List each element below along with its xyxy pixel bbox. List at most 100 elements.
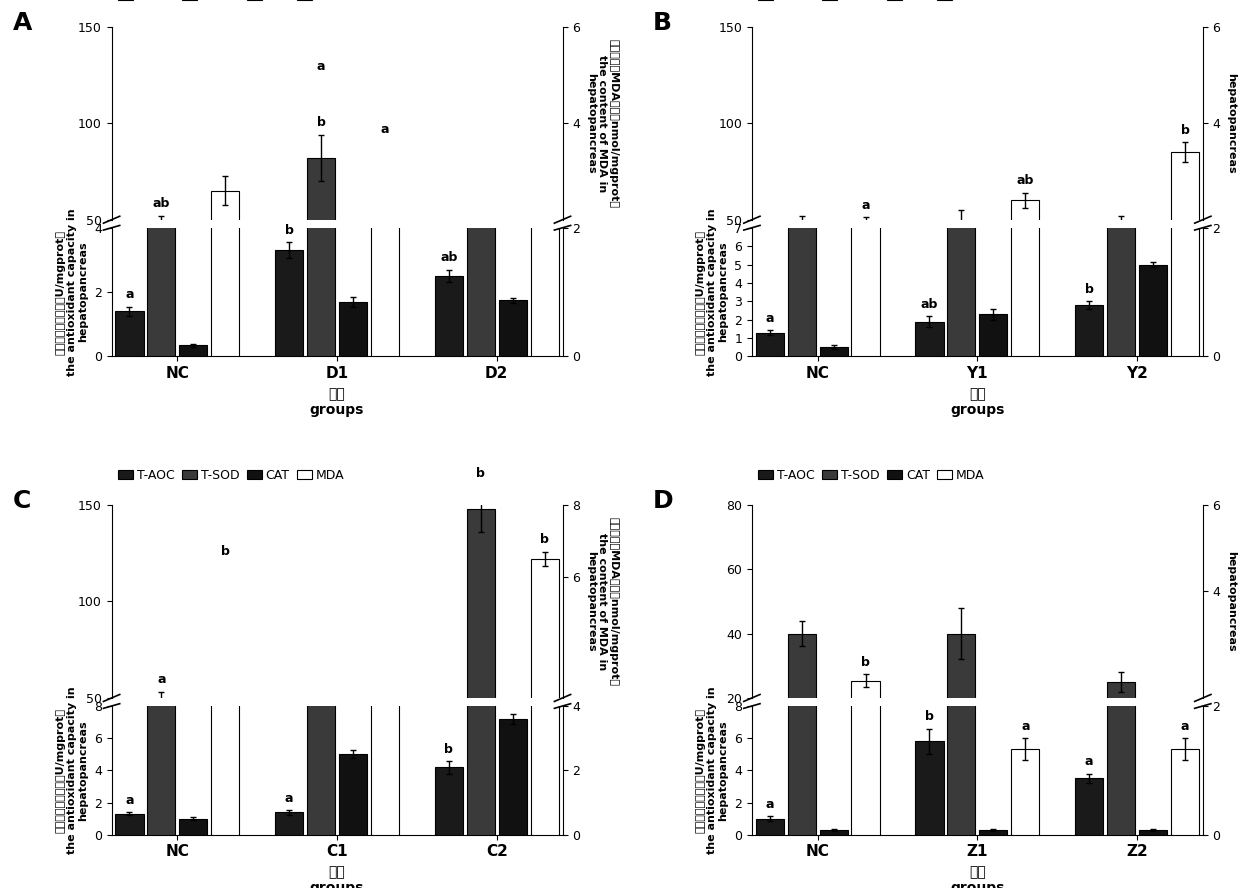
Bar <box>852 225 879 316</box>
Bar <box>1107 682 1135 762</box>
Bar <box>1138 306 1167 316</box>
Bar <box>1171 749 1199 835</box>
Bar <box>1138 830 1167 835</box>
Bar <box>980 830 1007 835</box>
Bar <box>531 0 559 835</box>
Bar <box>466 0 495 356</box>
Bar <box>1138 265 1167 356</box>
Bar <box>1171 745 1199 762</box>
Bar <box>1075 779 1104 835</box>
Text: b: b <box>444 742 454 756</box>
Bar <box>755 333 784 356</box>
Bar <box>148 702 176 795</box>
Text: b: b <box>861 655 870 669</box>
Bar <box>180 345 207 356</box>
Bar <box>852 681 879 762</box>
Text: a: a <box>862 199 869 211</box>
Text: a: a <box>1085 756 1094 768</box>
Text: a: a <box>157 673 166 686</box>
Bar <box>1075 311 1104 316</box>
Bar <box>1107 226 1135 316</box>
Bar <box>339 313 367 316</box>
Bar <box>371 282 399 316</box>
Bar <box>115 792 144 795</box>
Text: A: A <box>12 12 32 36</box>
Bar <box>435 276 463 356</box>
Bar <box>915 741 944 835</box>
Bar <box>915 743 944 762</box>
Legend: T-AOC, T-SOD, CAT, MDA: T-AOC, T-SOD, CAT, MDA <box>758 0 985 4</box>
Bar <box>498 300 527 356</box>
Text: a: a <box>125 794 134 807</box>
Text: b: b <box>925 710 934 724</box>
Text: ab: ab <box>921 297 939 311</box>
Bar <box>915 313 944 316</box>
Bar <box>211 765 239 795</box>
Bar <box>755 313 784 316</box>
Text: a: a <box>285 791 294 805</box>
X-axis label: 组别
groups: 组别 groups <box>310 865 365 888</box>
Bar <box>339 754 367 835</box>
Bar <box>371 0 399 356</box>
Text: a: a <box>381 123 389 136</box>
Bar <box>755 819 784 835</box>
Bar <box>275 250 304 356</box>
Bar <box>1075 305 1104 356</box>
Bar <box>787 634 816 762</box>
Bar <box>531 280 559 316</box>
Bar <box>820 347 848 356</box>
Y-axis label: 肝胰腺进各MDA含量（nmol/mgprot）
the content of MDA in
hepatopancreas: 肝胰腺进各MDA含量（nmol/mgprot） the content of M… <box>585 39 619 208</box>
Bar <box>275 792 304 795</box>
Text: a: a <box>1021 720 1029 733</box>
Y-axis label: 肝胰腺抗氧化水平（U/mgprot）
the antioxidant capacity in
hepatopancreas: 肝胰腺抗氧化水平（U/mgprot） the antioxidant capac… <box>55 686 88 854</box>
Bar <box>947 634 976 762</box>
Text: b: b <box>541 533 549 546</box>
Y-axis label: 肝胰腺抗氧化水平（U/mgprot）
the antioxidant capacity in
hepatopancreas: 肝胰腺抗氧化水平（U/mgprot） the antioxidant capac… <box>55 209 88 376</box>
Bar <box>435 312 463 316</box>
Bar <box>1138 761 1167 762</box>
Legend: T-AOC, T-SOD, CAT, MDA: T-AOC, T-SOD, CAT, MDA <box>118 469 345 481</box>
Bar <box>755 759 784 762</box>
Bar <box>980 314 1007 356</box>
Text: b: b <box>316 116 326 129</box>
Bar <box>211 0 239 356</box>
Text: B: B <box>652 12 672 36</box>
Bar <box>371 715 399 795</box>
Bar <box>1011 0 1039 356</box>
Bar <box>308 158 335 316</box>
Text: ab: ab <box>1017 174 1034 187</box>
Text: b: b <box>476 467 485 480</box>
Bar <box>339 785 367 795</box>
Text: C: C <box>12 489 31 513</box>
Bar <box>466 509 495 795</box>
Bar <box>531 559 559 795</box>
Y-axis label: 肝胰腺抗氧化水平（U/mgprot）
the antioxidant capacity in
hepatopancreas: 肝胰腺抗氧化水平（U/mgprot） the antioxidant capac… <box>696 686 729 854</box>
Text: D: D <box>652 489 673 513</box>
Bar <box>115 313 144 316</box>
Bar <box>148 226 176 316</box>
Bar <box>498 719 527 835</box>
Bar <box>1011 745 1039 762</box>
Text: a: a <box>1180 720 1189 733</box>
Bar <box>435 767 463 835</box>
Bar <box>947 191 976 835</box>
Bar <box>180 793 207 795</box>
Bar <box>435 787 463 795</box>
Bar <box>980 761 1007 762</box>
Bar <box>275 310 304 316</box>
Bar <box>466 0 495 835</box>
Bar <box>466 252 495 316</box>
Text: a: a <box>317 60 325 74</box>
Bar <box>787 191 816 835</box>
Bar <box>148 62 176 835</box>
Bar <box>915 321 944 356</box>
Text: a: a <box>125 289 134 301</box>
Bar <box>1011 749 1039 835</box>
Text: b: b <box>221 545 229 558</box>
Bar <box>148 0 176 356</box>
Bar <box>980 312 1007 316</box>
Y-axis label: 肝胰腺进各MDA含量（nmol/mgprot）
the content of MDA in
hepatopancreas: 肝胰腺进各MDA含量（nmol/mgprot） the content of M… <box>1226 517 1240 686</box>
Bar <box>498 781 527 795</box>
Bar <box>1171 0 1199 356</box>
Bar <box>820 830 848 835</box>
